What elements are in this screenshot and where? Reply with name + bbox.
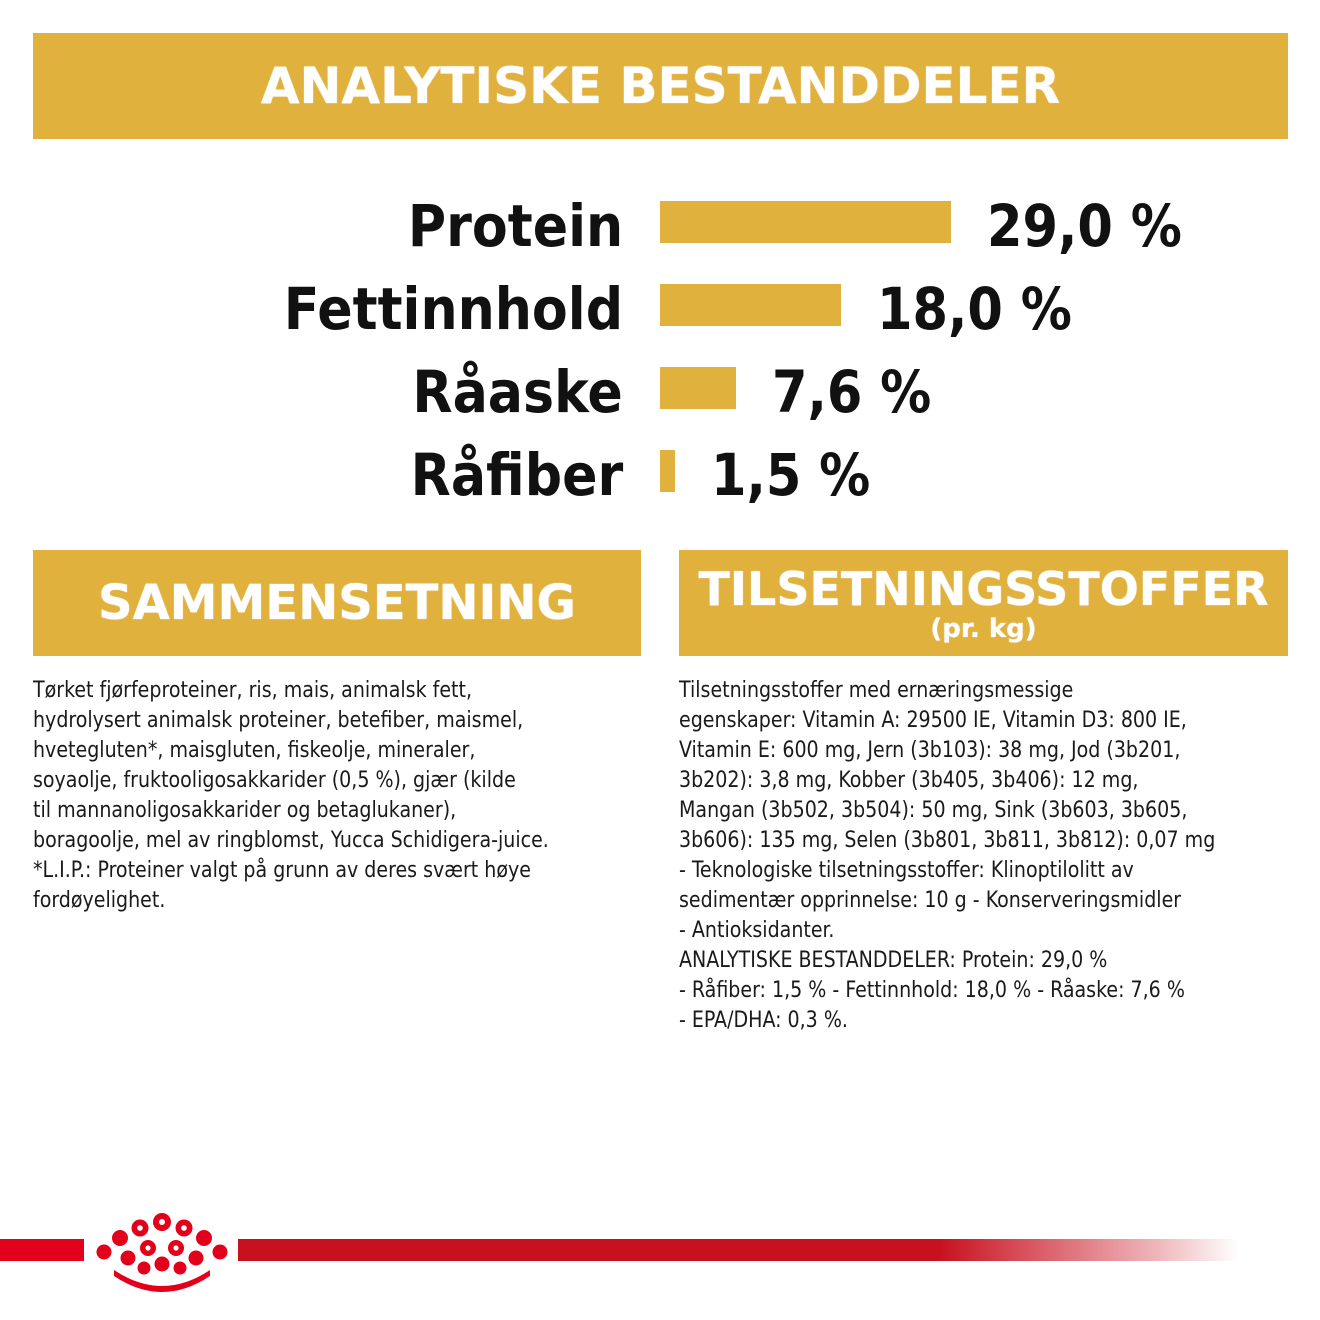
additives-text: Tilsetningsstoffer med ernæringsmessige … <box>679 675 1215 1035</box>
additives-line: - EPA/DHA: 0,3 %. <box>679 1007 848 1033</box>
additives-heading: TILSETNINGSSTOFFER <box>698 562 1269 616</box>
nutrient-bar <box>660 450 675 492</box>
nutrient-bar <box>660 201 951 243</box>
additives-line: sedimentær opprinnelse: 10 g - Konserver… <box>679 887 1182 913</box>
additives-heading-banner: TILSETNINGSSTOFFER (pr. kg) <box>679 550 1288 656</box>
nutrient-value: 29,0 % <box>987 192 1182 260</box>
additives-line: - Teknologiske tilsetningsstoffer: Klino… <box>679 857 1134 883</box>
additives-line: 3b202): 3,8 mg, Kobber (3b405, 3b406): 1… <box>679 767 1139 793</box>
additives-line: 3b606): 135 mg, Selen (3b801, 3b811, 3b8… <box>679 827 1216 853</box>
additives-line: Tilsetningsstoffer med ernæringsmessige <box>679 677 1074 703</box>
composition-line: soyaolje, fruktooligosakkarider (0,5 %),… <box>33 767 516 793</box>
composition-line: hydrolysert animalsk proteiner, betefibe… <box>33 707 524 733</box>
additives-line: egenskaper: Vitamin A: 29500 IE, Vitamin… <box>679 707 1187 733</box>
additives-subheading: (pr. kg) <box>930 614 1037 644</box>
composition-line: fordøyelighet. <box>33 887 166 913</box>
brand-line-left <box>0 1239 84 1261</box>
nutrient-bar <box>660 367 736 409</box>
composition-text: Tørket fjørfeproteiner, ris, mais, anima… <box>33 675 549 915</box>
additives-line: - Antioksidanter. <box>679 917 835 943</box>
composition-heading-banner: SAMMENSETNING <box>33 550 641 656</box>
additives-line: ANALYTISKE BESTANDDELER: Protein: 29,0 % <box>679 947 1108 973</box>
royal-canin-crown-icon <box>96 1213 228 1292</box>
composition-line: *L.I.P.: Proteiner valgt på grunn av der… <box>33 857 531 883</box>
nutrient-bar <box>660 284 841 326</box>
brand-line-right <box>238 1239 1238 1261</box>
nutrient-label: Protein <box>407 192 623 260</box>
nutrient-value: 18,0 % <box>877 275 1072 343</box>
nutrient-value: 1,5 % <box>711 441 871 509</box>
composition-line: til mannanoligosakkarider og betaglukane… <box>33 797 457 823</box>
additives-line: - Råfiber: 1,5 % - Fettinnhold: 18,0 % -… <box>679 977 1185 1003</box>
nutrient-label: Råfiber <box>410 441 623 509</box>
composition-line: boragoolje, mel av ringblomst, Yucca Sch… <box>33 827 549 853</box>
additives-line: Vitamin E: 600 mg, Jern (3b103): 38 mg, … <box>679 737 1181 763</box>
additives-line: Mangan (3b502, 3b504): 50 mg, Sink (3b60… <box>679 797 1188 823</box>
nutrient-value: 7,6 % <box>772 358 932 426</box>
composition-line: Tørket fjørfeproteiner, ris, mais, anima… <box>33 677 473 703</box>
nutrient-label: Råaske <box>412 358 623 426</box>
analytical-heading-banner: ANALYTISKE BESTANDDELER <box>33 33 1288 139</box>
composition-heading: SAMMENSETNING <box>98 575 576 631</box>
composition-line: hvetegluten*, maisgluten, fiskeolje, min… <box>33 737 476 763</box>
analytical-heading: ANALYTISKE BESTANDDELER <box>260 57 1061 115</box>
nutrient-label: Fettinnhold <box>283 275 623 343</box>
